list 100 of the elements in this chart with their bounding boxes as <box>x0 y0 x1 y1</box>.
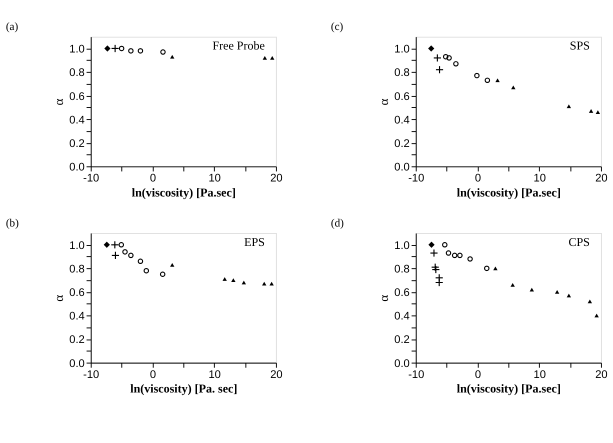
point <box>170 54 174 59</box>
y-tick-label: 1.0 <box>394 44 410 56</box>
point <box>110 240 119 249</box>
point <box>484 266 490 272</box>
y-tick-label: 0.0 <box>69 162 85 174</box>
y-tick-label: 0.2 <box>394 138 410 150</box>
point <box>566 294 572 298</box>
y-tick-label: 0.2 <box>69 334 85 346</box>
point <box>138 258 144 264</box>
y-axis-title: α <box>50 98 66 106</box>
point <box>122 249 128 255</box>
y-tick-label: 0.8 <box>69 67 85 80</box>
y-axis-title: α <box>50 294 66 302</box>
point <box>428 45 434 52</box>
point <box>446 250 452 256</box>
point <box>435 66 444 74</box>
point <box>128 252 134 258</box>
point <box>596 110 600 114</box>
point <box>435 278 444 287</box>
y-axis-title: α <box>376 294 391 302</box>
point <box>144 268 150 274</box>
point <box>594 314 599 318</box>
point <box>566 104 572 108</box>
y-tick-label: 0.4 <box>394 114 410 126</box>
chart-title: (b) <box>6 218 20 230</box>
x-axis-title: ln(viscosity) [Pa. sec] <box>130 382 238 396</box>
x-tick-label: 20 <box>595 172 608 185</box>
point <box>118 46 124 52</box>
point <box>110 44 120 53</box>
y-tick-label: 1.0 <box>69 44 85 56</box>
point <box>111 251 120 260</box>
x-axis-title: ln(viscosity) [Pa.sec] <box>132 185 236 200</box>
point <box>128 48 134 54</box>
x-tick-label: -10 <box>408 368 424 381</box>
x-tick-label: 20 <box>270 172 283 185</box>
chart-title: (c) <box>330 21 344 34</box>
y-tick-label: 0.8 <box>394 67 410 80</box>
x-tick-label: 10 <box>208 172 221 185</box>
annotation: Free Probe <box>212 38 265 53</box>
point <box>554 290 560 294</box>
x-tick-label: -10 <box>408 172 424 185</box>
point <box>442 242 448 248</box>
x-tick-label: 0 <box>474 368 482 381</box>
chart-title: (d) <box>330 218 344 230</box>
point <box>269 282 274 286</box>
x-tick-label: 0 <box>150 172 156 185</box>
x-tick-label: 10 <box>208 368 221 381</box>
point <box>457 252 463 258</box>
annotation: CPS <box>568 234 590 249</box>
y-tick-label: 0.6 <box>394 287 410 300</box>
point <box>442 54 448 60</box>
y-tick-label: 0.0 <box>394 162 410 174</box>
y-tick-label: 0.8 <box>69 264 85 276</box>
point <box>433 54 442 62</box>
point <box>432 265 440 274</box>
y-tick-label: 0.4 <box>69 310 85 323</box>
point <box>138 48 144 54</box>
x-tick-label: 0 <box>150 368 156 381</box>
point <box>453 61 459 67</box>
y-axis-title: α <box>376 98 391 106</box>
y-tick-label: 1.0 <box>394 240 410 252</box>
y-tick-label: 0.6 <box>394 90 410 103</box>
point <box>231 278 236 282</box>
x-axis-title: ln(viscosity) [Pa.sec] <box>456 382 561 396</box>
point <box>474 72 480 78</box>
point <box>222 277 227 281</box>
point <box>242 280 246 284</box>
annotation: EPS <box>244 234 265 249</box>
y-tick-label: 0.8 <box>394 264 410 276</box>
point <box>104 242 110 248</box>
point <box>262 282 266 286</box>
y-tick-label: 0.0 <box>69 358 85 370</box>
y-tick-label: 0.0 <box>394 358 410 370</box>
y-tick-label: 0.2 <box>69 138 85 150</box>
x-tick-label: -10 <box>83 368 100 381</box>
point <box>160 272 166 277</box>
point <box>262 56 267 60</box>
chart-title: (a) <box>6 21 18 34</box>
y-tick-label: 0.4 <box>69 114 85 126</box>
point <box>428 242 435 248</box>
x-tick-label: 20 <box>595 368 608 381</box>
y-tick-label: 1.0 <box>69 240 85 252</box>
x-tick-label: -10 <box>83 172 100 185</box>
point <box>430 248 438 258</box>
x-axis-title: ln(viscosity) [Pa.sec] <box>456 185 561 200</box>
annotation: SPS <box>570 38 590 53</box>
point <box>452 252 458 258</box>
point <box>160 49 166 55</box>
point <box>588 109 594 113</box>
point <box>446 55 452 61</box>
point <box>270 56 274 60</box>
point <box>435 274 444 282</box>
point <box>511 85 516 90</box>
point <box>467 256 473 262</box>
point <box>530 288 534 292</box>
point <box>484 78 490 84</box>
x-tick-label: 0 <box>474 172 482 185</box>
x-tick-label: 10 <box>534 368 546 381</box>
x-tick-label: 20 <box>270 368 283 381</box>
y-tick-label: 0.2 <box>394 334 410 346</box>
